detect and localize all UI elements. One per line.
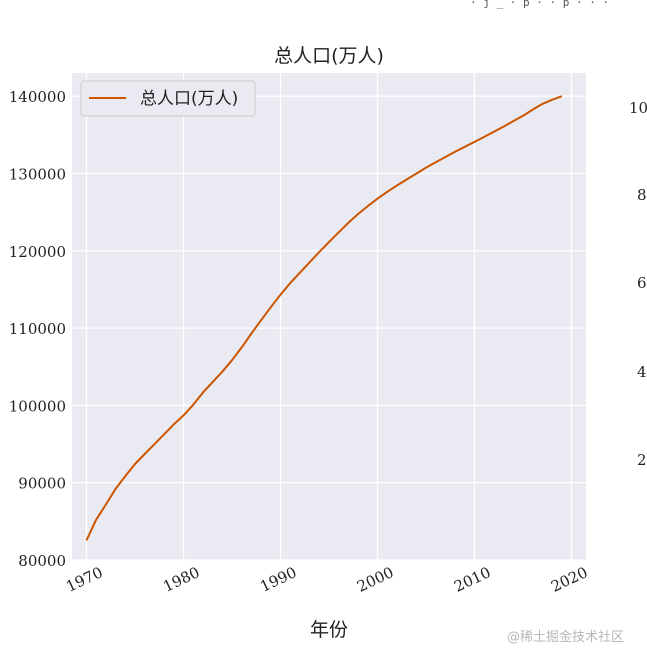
legend-box — [80, 80, 256, 117]
y-tick-label: 130000 — [9, 165, 66, 183]
right-tick-label: 10 — [629, 99, 647, 117]
legend-label: 总人口(万人) — [140, 89, 238, 109]
x-tick-label: 1980 — [160, 563, 202, 595]
y-tick-label: 100000 — [9, 397, 66, 415]
watermark: @稀土掘金技术社区 — [507, 629, 624, 645]
right-partial-axis: 10 8 6 4 2 — [629, 99, 647, 469]
legend: 总人口(万人) — [80, 80, 256, 117]
x-axis-ticks: 1970 1980 1990 2000 2010 2020 — [63, 563, 590, 595]
y-tick-label: 120000 — [9, 243, 66, 261]
chart-title: 总人口(万人) — [274, 45, 384, 67]
x-tick-label: 1990 — [257, 563, 299, 595]
right-tick-label: 2 — [637, 451, 647, 469]
x-tick-label: 1970 — [63, 563, 105, 595]
right-tick-label: 6 — [637, 274, 647, 292]
y-axis-ticks: 80000 90000 100000 110000 120000 130000 140000 — [9, 88, 66, 570]
series-group — [85, 95, 563, 541]
series-line — [85, 95, 563, 541]
y-tick-label: 80000 — [18, 552, 66, 570]
right-tick-label: 8 — [637, 186, 647, 204]
top-cropped-text: · j _ · p · · p · · · — [470, 0, 609, 9]
x-axis-label: 年份 — [310, 619, 348, 641]
x-tick-label: 2020 — [548, 563, 590, 595]
right-tick-label: 4 — [637, 363, 647, 381]
y-tick-label: 110000 — [9, 320, 66, 338]
y-tick-label: 140000 — [9, 88, 66, 106]
x-tick-label: 2010 — [451, 563, 493, 595]
y-tick-label: 90000 — [18, 475, 66, 493]
grid-lines — [72, 73, 586, 561]
x-tick-label: 2000 — [354, 563, 396, 595]
plot-area — [72, 73, 586, 560]
